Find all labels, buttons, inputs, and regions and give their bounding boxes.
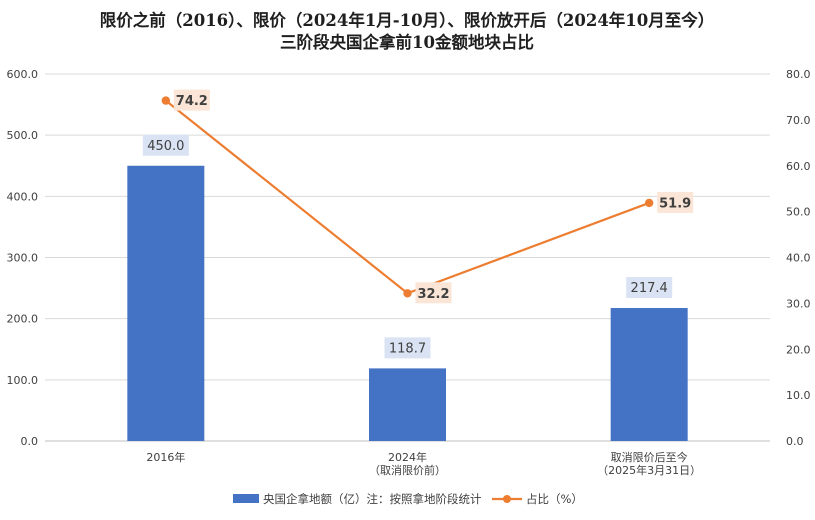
y-left-tick-label: 200.0 — [7, 313, 39, 326]
bar-data-label: 118.7 — [389, 341, 426, 356]
line-data-label: 32.2 — [417, 287, 449, 302]
x-category-label: （取消限价前） — [369, 463, 446, 477]
y-right-tick-label: 50.0 — [786, 206, 811, 219]
bar-data-label: 217.4 — [631, 281, 668, 296]
y-right-tick-label: 0.0 — [786, 435, 804, 448]
line-label-box — [415, 282, 452, 304]
bar-data-label: 450.0 — [147, 139, 184, 154]
bar — [369, 368, 446, 441]
line-data-label: 74.2 — [176, 94, 208, 109]
series-line — [165, 99, 650, 295]
x-category-label: 2024年 — [388, 450, 427, 464]
line-point — [161, 96, 171, 105]
y-right-tick-label: 10.0 — [786, 389, 811, 402]
y-left-tick-label: 500.0 — [7, 129, 39, 142]
bar-label-box — [384, 337, 431, 359]
bar — [610, 308, 688, 441]
y-right-tick-label: 40.0 — [786, 252, 811, 265]
y-right-tick-label: 70.0 — [786, 114, 811, 127]
y-left-tick-label: 400.0 — [7, 190, 39, 203]
x-category-label: （2025年3月31日） — [597, 463, 701, 477]
y-left-tick-label: 0.0 — [21, 435, 39, 448]
x-category-label: 2016年 — [146, 450, 185, 464]
legend-swatch-marker — [503, 495, 511, 503]
line-label-box — [173, 89, 210, 111]
line-data-label: 51.9 — [659, 196, 691, 211]
y-right-tick-label: 60.0 — [786, 160, 811, 173]
bar-label-box — [626, 277, 673, 299]
line-point — [403, 289, 412, 298]
y-left-tick-label: 300.0 — [7, 252, 39, 265]
bar — [127, 165, 205, 441]
chart-title-line-1: 限价之前（2016）、限价（2024年1月-10月）、限价放开后（2024年10… — [100, 10, 715, 30]
legend-label-bar: 央国企拿地额（亿）注：按照拿地阶段统计 — [263, 492, 482, 506]
y-left-tick-label: 100.0 — [7, 374, 39, 387]
y-left-tick-label: 600.0 — [7, 68, 39, 81]
x-category-label: 取消限价后至今 — [611, 450, 688, 464]
line-label-box — [657, 191, 694, 213]
y-right-tick-label: 80.0 — [786, 68, 811, 81]
y-right-tick-label: 20.0 — [786, 343, 811, 356]
chart-title-line-2: 三阶段央国企拿前10金额地块占比 — [280, 32, 534, 52]
legend-label-line: 占比（%） — [526, 492, 583, 506]
legend-swatch-bar — [233, 494, 259, 503]
bar-label-box — [142, 134, 189, 156]
y-right-tick-label: 30.0 — [786, 297, 811, 310]
line-point — [644, 198, 654, 208]
